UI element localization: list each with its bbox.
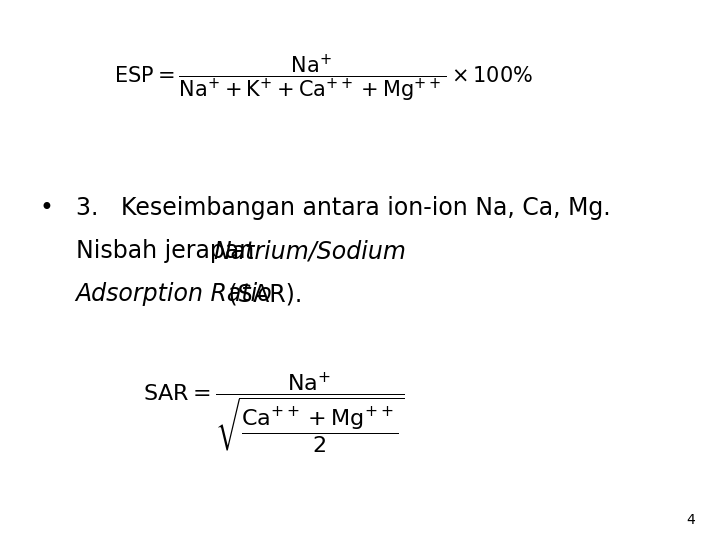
Text: 3.   Keseimbangan antara ion-ion Na, Ca, Mg.: 3. Keseimbangan antara ion-ion Na, Ca, M… xyxy=(76,196,611,220)
Text: (SAR).: (SAR). xyxy=(221,282,302,306)
Text: 4: 4 xyxy=(686,512,695,526)
Text: $\mathrm{ESP} = \dfrac{\mathrm{Na}^{+}}{\mathrm{Na}^{+}+\mathrm{K}^{+}+\mathrm{C: $\mathrm{ESP} = \dfrac{\mathrm{Na}^{+}}{… xyxy=(114,52,534,104)
Text: Nisbah jerapan: Nisbah jerapan xyxy=(76,239,261,263)
Text: Adsorption Ratio: Adsorption Ratio xyxy=(76,282,272,306)
Text: •: • xyxy=(40,196,53,220)
Text: $\mathrm{SAR} = \dfrac{\mathrm{Na}^{+}}{\sqrt{\dfrac{\mathrm{Ca}^{++}+\mathrm{Mg: $\mathrm{SAR} = \dfrac{\mathrm{Na}^{+}}{… xyxy=(143,370,405,456)
Text: Natrium/Sodium: Natrium/Sodium xyxy=(214,239,407,263)
